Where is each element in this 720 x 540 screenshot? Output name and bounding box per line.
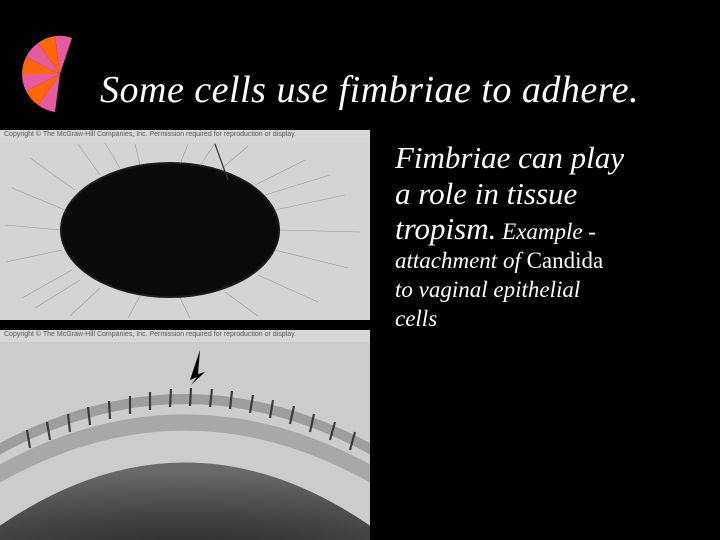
body-line-3-italic: tropism. — [395, 211, 496, 246]
body-text-block: Fimbriae can play a role in tissue tropi… — [395, 140, 705, 333]
body-line-4-upright: Candida — [527, 248, 604, 273]
body-line-2: a role in tissue — [395, 176, 705, 212]
body-line-3: tropism. Example - — [395, 211, 705, 247]
body-line-3-rest: Example - — [496, 219, 596, 244]
micrograph-bottom: Copyright © The McGraw-Hill Companies, I… — [0, 330, 370, 540]
body-line-4: attachment of Candida — [395, 247, 705, 276]
body-line-5: to vaginal epithelial — [395, 276, 705, 305]
body-line-6: cells — [395, 305, 705, 334]
body-line-4-italic: attachment of — [395, 248, 527, 273]
slide-title: Some cells use fimbriae to adhere. — [100, 68, 700, 112]
micrograph-top: Copyright © The McGraw-Hill Companies, I… — [0, 130, 370, 320]
body-line-1: Fimbriae can play — [395, 140, 705, 176]
spiral-logo — [12, 2, 87, 112]
